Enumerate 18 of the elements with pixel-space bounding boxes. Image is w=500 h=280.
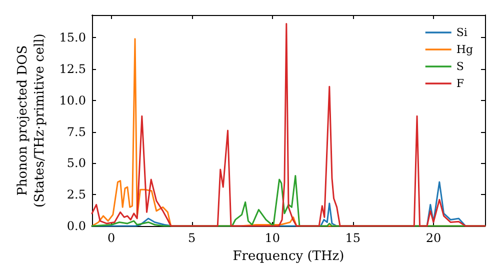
x-axis-title: Frequency (THz)	[232, 249, 344, 264]
y-tick-label: 0.0	[66, 219, 86, 233]
x-tick-label: 15	[345, 231, 361, 245]
legend-label: Hg	[456, 43, 474, 56]
legend-label: F	[456, 77, 464, 90]
y-tick-label: 5.0	[66, 156, 86, 170]
x-tick-label: 5	[188, 231, 196, 245]
y-tick-label: 10.0	[59, 93, 86, 108]
y-tick-label: 15.0	[59, 30, 86, 45]
y-axis-title: Phonon projected DOS (States/THz·primitive cell)	[15, 33, 48, 208]
y-tick-label: 12.5	[59, 62, 86, 76]
y-tick-label: 7.5	[66, 124, 86, 139]
x-tick-label: 20	[426, 231, 442, 245]
legend-label: Si	[456, 26, 468, 39]
x-tick-label: 0	[108, 231, 116, 245]
x-tick-label: 10	[264, 231, 280, 245]
y-tick-label: 2.5	[66, 188, 86, 202]
legend-label: S	[456, 60, 464, 73]
